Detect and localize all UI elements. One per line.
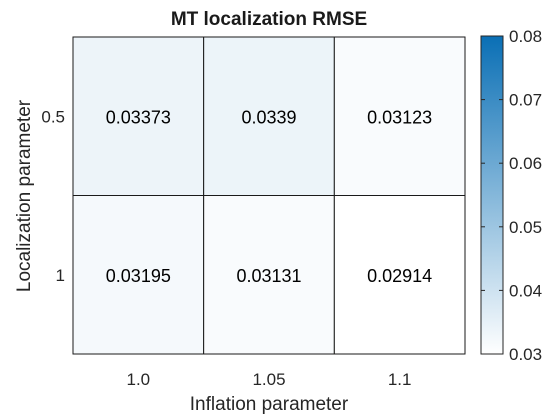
heatmap-cell xyxy=(203,36,335,196)
cell-value-label: 0.03131 xyxy=(236,266,301,286)
heatmap-cell xyxy=(203,195,335,355)
y-tick-labels: 0.51 xyxy=(41,107,65,285)
colorbar-tick-label: 0.03 xyxy=(509,345,542,364)
colorbar-tick-label: 0.04 xyxy=(509,281,542,300)
heatmap-cell xyxy=(72,36,205,196)
colorbar-tick-label: 0.08 xyxy=(509,27,542,46)
colorbar-ticks: 0.03 0.04 0.05 0.06 0.07 0.08 xyxy=(481,27,542,364)
colorbar-tick-label: 0.06 xyxy=(509,154,542,173)
x-tick-labels: 1.0 1.05 1.1 xyxy=(127,370,412,389)
cell-value-label: 0.02914 xyxy=(367,266,432,286)
cell-value-label: 0.03373 xyxy=(106,107,171,127)
x-tick-label: 1.1 xyxy=(388,370,412,389)
y-tick-label: 1 xyxy=(56,266,65,285)
x-tick-label: 1.0 xyxy=(127,370,151,389)
x-tick-label: 1.05 xyxy=(252,370,285,389)
colorbar-tick-label: 0.05 xyxy=(509,218,542,237)
x-axis-label: Inflation parameter xyxy=(190,394,349,415)
y-axis-label: Localization parameter xyxy=(14,99,35,292)
colorbar-tick-label: 0.07 xyxy=(509,91,542,110)
chart-title: MT localization RMSE xyxy=(171,9,367,30)
y-tick-label: 0.5 xyxy=(41,107,65,126)
heatmap-cell xyxy=(333,36,466,196)
heatmap-cell xyxy=(333,195,466,355)
cell-value-label: 0.03195 xyxy=(106,266,171,286)
heatmap-cell xyxy=(72,195,205,355)
cell-value-label: 0.03123 xyxy=(367,107,432,127)
cell-value-label: 0.0339 xyxy=(241,107,296,127)
heatmap-cells: 0.03373 0.0339 0.03123 0.03195 0.03131 0.0291… xyxy=(72,36,466,355)
colorbar xyxy=(480,35,504,355)
